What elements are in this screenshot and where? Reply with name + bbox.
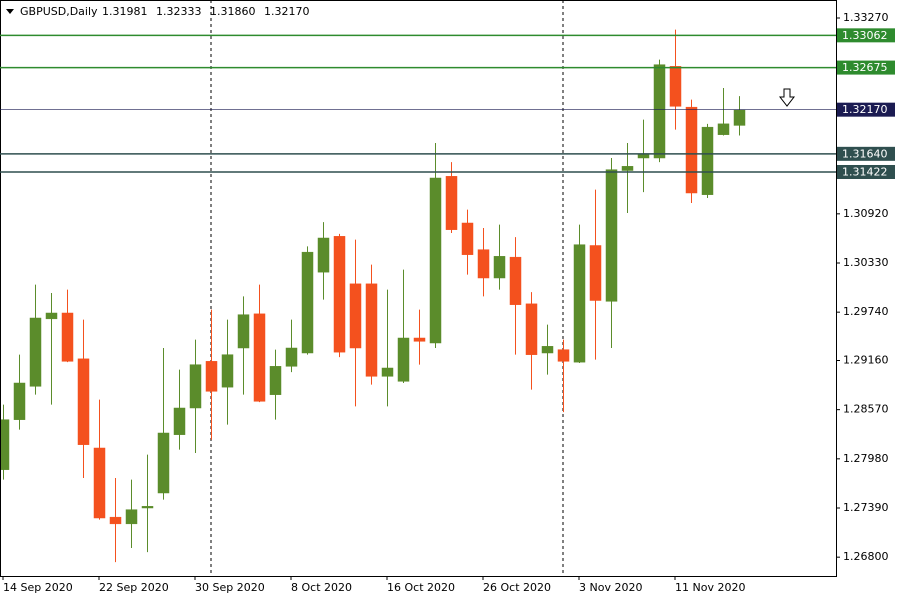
candle-body	[733, 109, 746, 126]
y-tick-label: 1.30920	[843, 207, 889, 220]
y-tick-label: 1.30330	[843, 256, 889, 269]
y-tick-label: 1.33270	[843, 11, 889, 24]
candle-body	[301, 251, 314, 354]
candle-body	[589, 245, 602, 301]
x-tick-label: 14 Sep 2020	[3, 581, 73, 594]
candle-body	[141, 506, 154, 509]
candle-body	[237, 314, 250, 349]
header-open: 1.31981	[102, 5, 148, 18]
level-label-box	[837, 146, 895, 161]
candle-body	[717, 123, 730, 135]
candle-body	[541, 346, 554, 354]
y-tick-label: 1.29740	[843, 305, 889, 318]
candle-body	[669, 66, 682, 107]
candle-body	[0, 419, 10, 470]
y-tick-label: 1.28570	[843, 403, 889, 416]
x-tick-label: 22 Sep 2020	[99, 581, 169, 594]
y-tick-label: 1.27980	[843, 452, 889, 465]
candle-body	[157, 432, 170, 494]
candle-body	[221, 354, 234, 388]
candle-body	[701, 126, 714, 195]
candle-body	[413, 337, 426, 342]
level-label: 1.32170	[842, 103, 888, 116]
header-close: 1.32170	[264, 5, 310, 18]
candle-body	[125, 509, 138, 525]
candle-body	[509, 256, 522, 305]
level-label-box	[837, 60, 895, 75]
candle-body	[461, 222, 474, 255]
candle-body	[45, 312, 58, 320]
candle-body	[349, 283, 362, 349]
candle-body	[573, 244, 586, 363]
candle-body	[381, 367, 394, 377]
x-tick-label: 8 Oct 2020	[291, 581, 352, 594]
candle-body	[61, 312, 74, 362]
level-label-box	[837, 28, 895, 43]
level-label: 1.33062	[842, 29, 888, 42]
level-label: 1.31422	[842, 166, 888, 179]
candle-body	[525, 303, 538, 355]
candle-body	[13, 382, 26, 420]
candle-body	[29, 317, 42, 387]
candle-body	[557, 349, 570, 362]
y-tick-label: 1.27390	[843, 501, 889, 514]
candle-body	[93, 447, 106, 519]
candle-body	[653, 64, 666, 159]
x-tick-label: 11 Nov 2020	[675, 581, 745, 594]
candle-body	[285, 347, 298, 367]
candle-body	[317, 237, 330, 273]
candle-body	[621, 166, 634, 171]
x-tick-label: 30 Sep 2020	[195, 581, 265, 594]
candle-body	[397, 337, 410, 382]
plot-frame	[0, 0, 837, 577]
level-label-box	[837, 102, 895, 117]
candle-body	[333, 236, 346, 353]
level-label: 1.31640	[842, 147, 888, 160]
level-label-box	[837, 165, 895, 179]
candle-body	[173, 407, 186, 435]
candle-body	[253, 313, 266, 402]
symbol-title: GBPUSD,Daily	[20, 5, 98, 18]
x-tick-label: 16 Oct 2020	[387, 581, 455, 594]
candle-body	[445, 176, 458, 230]
x-tick-label: 26 Oct 2020	[483, 581, 551, 594]
y-tick-label: 1.29160	[843, 354, 889, 367]
header-high: 1.32333	[156, 5, 202, 18]
sell-arrow-icon	[778, 88, 796, 107]
y-tick-label: 1.26800	[843, 550, 889, 563]
candle-body	[637, 154, 650, 159]
candle-body	[109, 516, 122, 525]
candle-body	[685, 106, 698, 194]
plot	[0, 29, 746, 563]
candle-body	[77, 358, 90, 445]
level-label: 1.32675	[842, 61, 888, 74]
candle-body	[189, 364, 202, 409]
candle-body	[205, 361, 218, 392]
menu-arrow[interactable]	[6, 9, 14, 14]
candle-body	[605, 169, 618, 302]
candle-body	[429, 177, 442, 344]
candle-body	[365, 283, 378, 377]
candle-body	[269, 366, 282, 395]
header-low: 1.31860	[210, 5, 256, 18]
candle-body	[493, 256, 506, 279]
candle-body	[477, 249, 490, 279]
x-tick-label: 3 Nov 2020	[579, 581, 642, 594]
